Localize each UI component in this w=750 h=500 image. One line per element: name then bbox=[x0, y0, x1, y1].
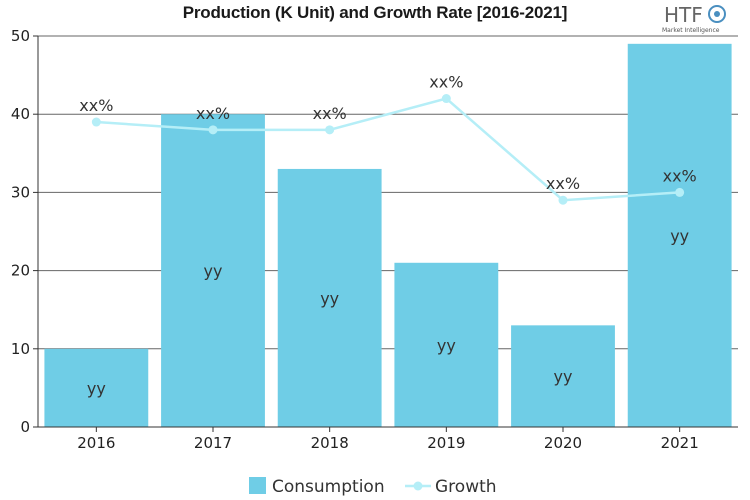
growth-point-2021 bbox=[675, 187, 685, 197]
x-tick-label-2021: 2021 bbox=[661, 434, 699, 452]
data-labels: yy yy yy yy yy yy xx% xx% xx% xx% xx% xx% bbox=[79, 73, 696, 398]
axes: 0 10 20 30 40 50 2016 2017 2018 2019 2020 2021 bbox=[11, 27, 738, 452]
legend-label-consumption: Consumption bbox=[272, 477, 385, 497]
growth-point-2017 bbox=[208, 125, 218, 135]
bar-2017 bbox=[161, 114, 265, 427]
bar-label-2018: yy bbox=[320, 289, 339, 308]
htf-logo-mark: HTF Market Intelligence bbox=[662, 3, 726, 34]
x-tick-label-2020: 2020 bbox=[544, 434, 582, 452]
bar-2016 bbox=[44, 348, 149, 427]
y-tick-label-0: 0 bbox=[20, 418, 30, 436]
x-tick-label-2017: 2017 bbox=[194, 434, 232, 452]
svg-text:HTF: HTF bbox=[664, 3, 703, 27]
x-tick-label-2018: 2018 bbox=[311, 434, 349, 452]
bars bbox=[44, 43, 732, 427]
bar-label-2017: yy bbox=[204, 262, 223, 281]
svg-text:Market Intelligence: Market Intelligence bbox=[662, 27, 720, 34]
growth-point-2020 bbox=[558, 195, 568, 205]
growth-label-2020: xx% bbox=[546, 174, 580, 193]
legend-marker-growth bbox=[413, 481, 423, 491]
chart-title: Production (K Unit) and Growth Rate [201… bbox=[182, 3, 568, 22]
growth-label-2018: xx% bbox=[313, 104, 347, 123]
y-tick-label-40: 40 bbox=[11, 105, 30, 123]
bar-2018 bbox=[277, 168, 382, 427]
bar-2019 bbox=[394, 262, 499, 427]
growth-label-2017: xx% bbox=[196, 104, 230, 123]
legend: Consumption Growth bbox=[249, 477, 497, 497]
bar-label-2021: yy bbox=[670, 226, 689, 245]
growth-point-2019 bbox=[441, 94, 451, 104]
y-tick-label-30: 30 bbox=[11, 183, 30, 201]
legend-label-growth: Growth bbox=[435, 477, 497, 497]
bar-2021 bbox=[627, 43, 732, 427]
growth-label-2021: xx% bbox=[663, 166, 697, 185]
legend-swatch-consumption bbox=[249, 477, 266, 494]
growth-point-2016 bbox=[91, 117, 101, 127]
y-tick-label-50: 50 bbox=[11, 27, 30, 45]
htf-logo: HTF Market Intelligence bbox=[660, 2, 730, 34]
y-tick-label-10: 10 bbox=[11, 340, 30, 358]
y-tick-label-20: 20 bbox=[11, 262, 30, 280]
growth-label-2016: xx% bbox=[79, 96, 113, 115]
bar-2020 bbox=[511, 325, 615, 427]
growth-line bbox=[91, 94, 685, 205]
growth-point-2018 bbox=[325, 125, 335, 135]
x-tick-label-2016: 2016 bbox=[77, 434, 115, 452]
bar-label-2016: yy bbox=[87, 379, 106, 398]
growth-line-path bbox=[96, 97, 680, 202]
x-tick-label-2019: 2019 bbox=[427, 434, 465, 452]
bar-label-2019: yy bbox=[437, 336, 456, 355]
bar-label-2020: yy bbox=[554, 367, 573, 386]
growth-label-2019: xx% bbox=[429, 73, 463, 92]
